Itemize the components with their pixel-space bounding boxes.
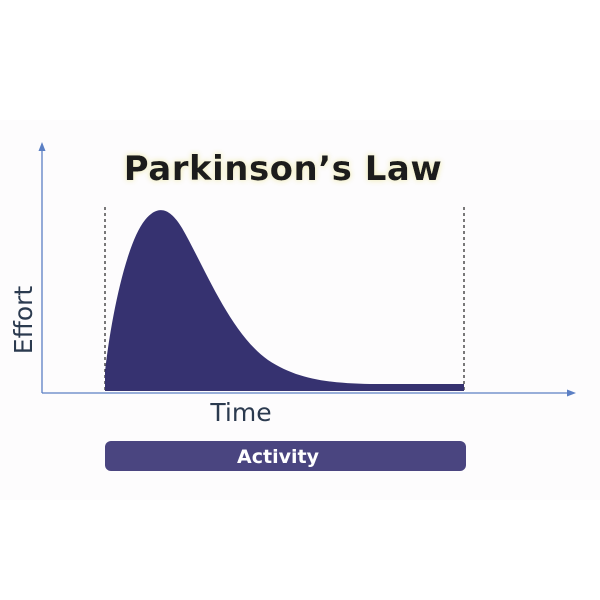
activity-label: Activity [237, 446, 320, 468]
x-axis [42, 389, 576, 397]
y-axis-label: Effort [9, 286, 38, 355]
activity-bar [105, 441, 466, 471]
diagram-background [0, 120, 600, 500]
x-axis-label: Time [209, 398, 271, 427]
diagram-title: Parkinson’s Law [124, 149, 443, 189]
y-axis [38, 142, 46, 393]
effort-curve [105, 210, 464, 391]
arrow-up-icon [38, 142, 46, 151]
arrow-right-icon [567, 389, 576, 397]
